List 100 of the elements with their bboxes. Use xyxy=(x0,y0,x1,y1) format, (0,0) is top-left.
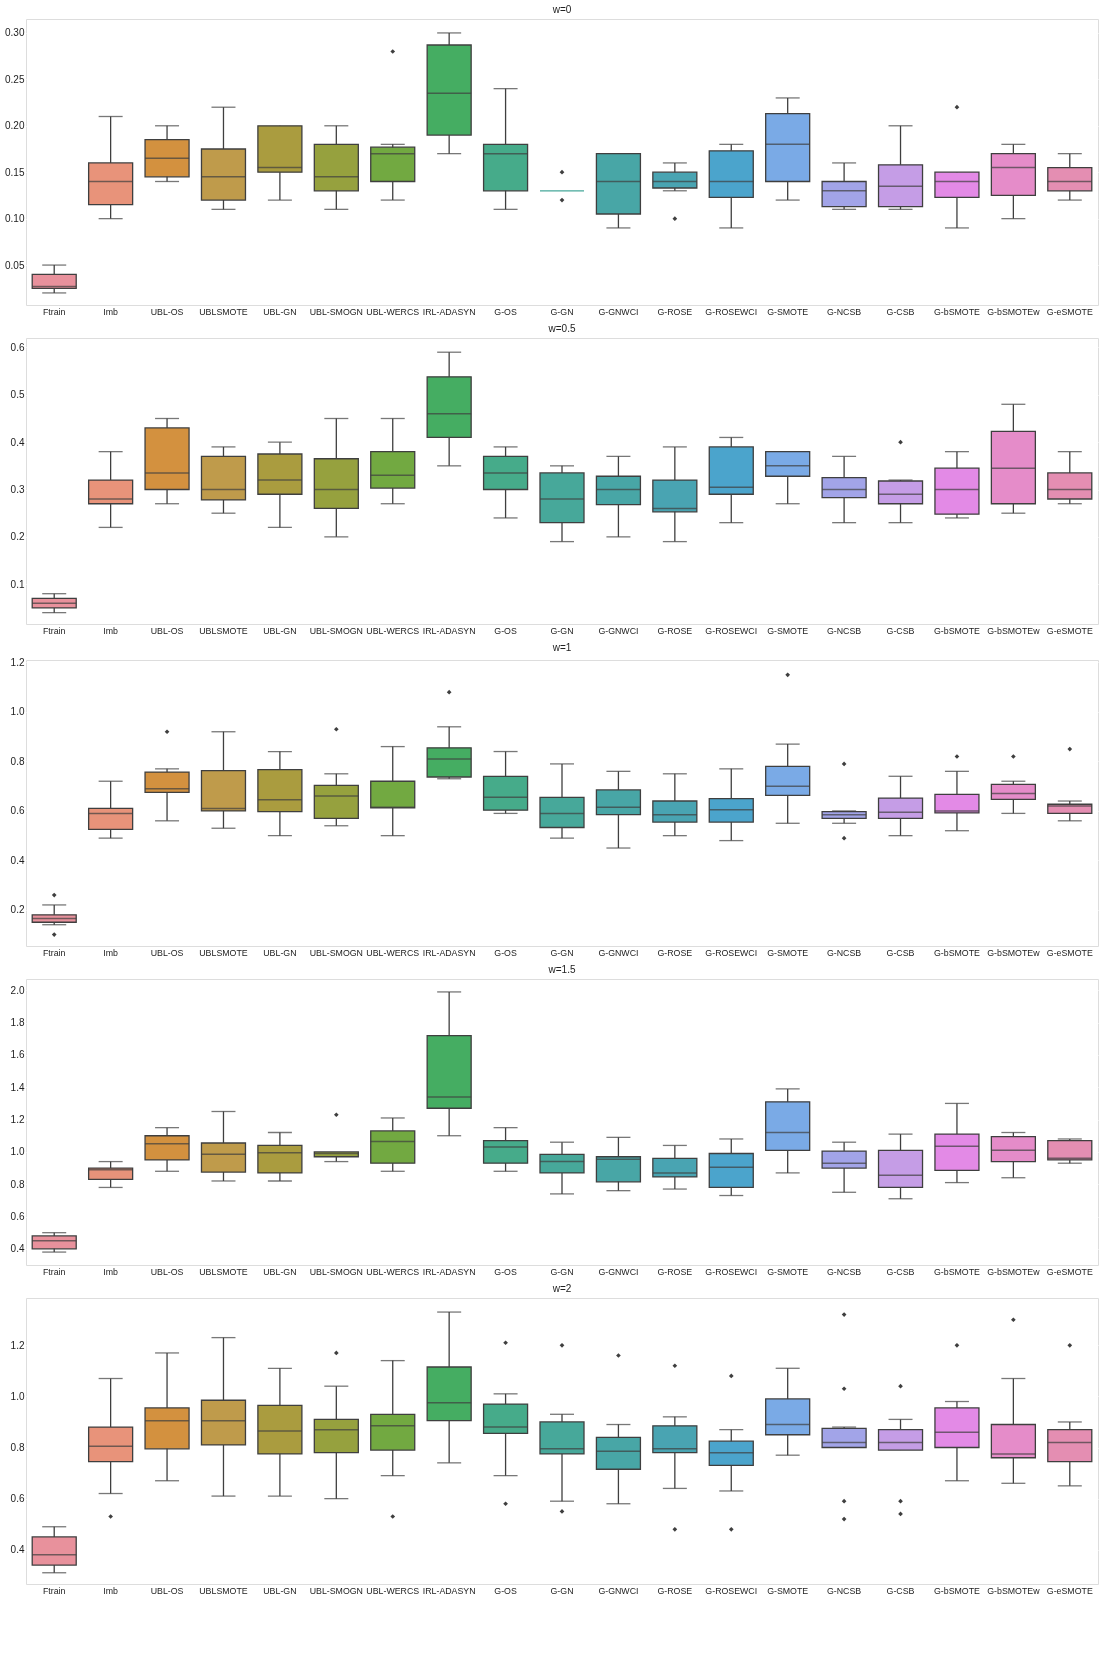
x-tick-label: G-SMOTE xyxy=(767,947,809,958)
x-tick-label: G-bSMOTEw xyxy=(987,947,1041,958)
x-tick-label: G-bSMOTEw xyxy=(987,625,1041,636)
x-tick-label: G-GNWCI xyxy=(598,306,639,317)
x-tick-label: G-eSMOTE xyxy=(1046,1266,1093,1277)
x-tick-label: UBLSMOTE xyxy=(199,947,248,958)
x-tick-label: G-GNWCI xyxy=(598,1266,639,1277)
y-tick-label: 0.8 xyxy=(10,755,25,767)
x-tick-label: G-SMOTE xyxy=(767,1266,809,1277)
y-tick-label: 0.4 xyxy=(10,1544,25,1556)
x-tick-label: G-bSMOTE xyxy=(933,947,981,958)
x-tick-label: UBL-WERCS xyxy=(366,306,420,317)
x-tick-label: UBL-GN xyxy=(263,625,297,636)
y-tick-label: 1.0 xyxy=(10,1146,25,1158)
x-tick-label: G-bSMOTE xyxy=(933,306,981,317)
x-tick-label: G-CSB xyxy=(886,306,915,317)
x-tick-label: G-ROSEWCI xyxy=(705,625,758,636)
x-tick-label: G-ROSE xyxy=(657,947,693,958)
x-tick-label: UBL-WERCS xyxy=(366,947,420,958)
x-tick-label: G-NCSB xyxy=(827,306,862,317)
y-tick-label: 0.4 xyxy=(10,1243,25,1255)
x-tick-label: G-CSB xyxy=(886,1266,915,1277)
x-tick-label: G-ROSEWCI xyxy=(705,1585,758,1596)
y-tick-label: 0.6 xyxy=(10,341,25,353)
x-tick-label: G-SMOTE xyxy=(767,1585,809,1596)
x-tick-label: UBL-GN xyxy=(263,947,297,958)
x-tick-label: UBL-GN xyxy=(263,306,297,317)
x-tick-label: Ftrain xyxy=(42,1266,66,1277)
x-tick-label: G-GN xyxy=(550,1585,574,1596)
y-tick-label: 0.4 xyxy=(10,854,25,866)
x-tick-label: G-bSMOTEw xyxy=(987,306,1041,317)
x-tick-label: G-CSB xyxy=(886,1585,915,1596)
y-tick-label: 1.2 xyxy=(10,656,25,668)
x-tick-label: UBL-OS xyxy=(150,306,184,317)
x-tick-label: G-bSMOTE xyxy=(933,625,981,636)
x-tick-label: G-bSMOTE xyxy=(933,1266,981,1277)
x-tick-label: G-OS xyxy=(494,625,517,636)
x-tick-label: UBL-WERCS xyxy=(366,625,420,636)
x-tick-label: Imb xyxy=(103,947,119,958)
x-tick-label: G-bSMOTEw xyxy=(987,1585,1041,1596)
x-tick-label: G-ROSEWCI xyxy=(705,947,758,958)
x-tick-label: G-GNWCI xyxy=(598,947,639,958)
x-tick-label: UBL-OS xyxy=(150,1585,184,1596)
x-tick-label: UBL-OS xyxy=(150,1266,184,1277)
x-tick-label: IRL-ADASYN xyxy=(422,1585,476,1596)
x-tick-label: G-ROSE xyxy=(657,1585,693,1596)
x-tick-label: G-eSMOTE xyxy=(1046,625,1093,636)
x-tick-label: IRL-ADASYN xyxy=(422,947,476,958)
x-tick-label: G-eSMOTE xyxy=(1046,1585,1093,1596)
x-tick-label: G-NCSB xyxy=(827,1266,862,1277)
y-tick-label: 0.6 xyxy=(10,1211,25,1223)
x-tick-label: Ftrain xyxy=(42,1585,66,1596)
x-tick-label: UBL-SMOGN xyxy=(309,625,363,636)
x-tick-label: G-OS xyxy=(494,947,517,958)
x-tick-label: Ftrain xyxy=(42,625,66,636)
x-tick-label: Imb xyxy=(103,625,119,636)
y-tick-label: 0.1 xyxy=(10,578,25,590)
x-tick-label: G-NCSB xyxy=(827,1585,862,1596)
y-tick-label: 1.0 xyxy=(10,706,25,718)
x-tick-label: G-ROSE xyxy=(657,625,693,636)
x-tick-label: G-bSMOTE xyxy=(933,1585,981,1596)
x-tick-label: G-CSB xyxy=(886,947,915,958)
x-tick-label: G-OS xyxy=(494,1585,517,1596)
x-tick-label: G-GN xyxy=(550,1266,574,1277)
y-tick-label: 0.10 xyxy=(5,213,25,225)
x-tick-label: G-GN xyxy=(550,306,574,317)
y-tick-label: 0.2 xyxy=(10,531,25,543)
y-tick-label: 0.3 xyxy=(10,484,25,496)
x-tick-label: G-bSMOTEw xyxy=(987,1266,1041,1277)
x-tick-label: IRL-ADASYN xyxy=(422,306,476,317)
y-tick-label: 0.15 xyxy=(5,166,25,178)
x-tick-label: Imb xyxy=(103,1266,119,1277)
x-tick-label: G-GN xyxy=(550,625,574,636)
x-tick-label: UBL-WERCS xyxy=(366,1585,420,1596)
x-tick-label: UBLSMOTE xyxy=(199,306,248,317)
x-tick-label: Ftrain xyxy=(42,947,66,958)
x-tick-label: UBLSMOTE xyxy=(199,1585,248,1596)
y-tick-label: 0.6 xyxy=(10,805,25,817)
x-tick-label: G-eSMOTE xyxy=(1046,306,1093,317)
x-tick-label: UBLSMOTE xyxy=(199,625,248,636)
y-tick-label: 0.25 xyxy=(5,73,25,85)
x-tick-label: Ftrain xyxy=(42,306,66,317)
x-tick-label: UBL-SMOGN xyxy=(309,306,363,317)
y-tick-label: 1.6 xyxy=(10,1049,25,1061)
x-tick-label: UBL-OS xyxy=(150,625,184,636)
x-tick-label: G-GNWCI xyxy=(598,625,639,636)
x-tick-label: G-OS xyxy=(494,1266,517,1277)
x-tick-label: UBL-WERCS xyxy=(366,1266,420,1277)
x-tick-label: IRL-ADASYN xyxy=(422,625,476,636)
y-tick-label: 1.4 xyxy=(10,1081,25,1093)
y-tick-label: 1.8 xyxy=(10,1017,25,1029)
x-tick-label: UBL-SMOGN xyxy=(309,1585,363,1596)
chart-title: w=0 xyxy=(551,4,572,15)
chart-title: w=1.5 xyxy=(547,964,576,975)
x-tick-label: G-ROSE xyxy=(657,306,693,317)
x-tick-label: G-ROSE xyxy=(657,1266,693,1277)
y-tick-label: 0.30 xyxy=(5,27,25,39)
x-tick-label: G-ROSEWCI xyxy=(705,306,758,317)
y-tick-label: 1.0 xyxy=(10,1390,25,1402)
y-tick-label: 0.6 xyxy=(10,1493,25,1505)
